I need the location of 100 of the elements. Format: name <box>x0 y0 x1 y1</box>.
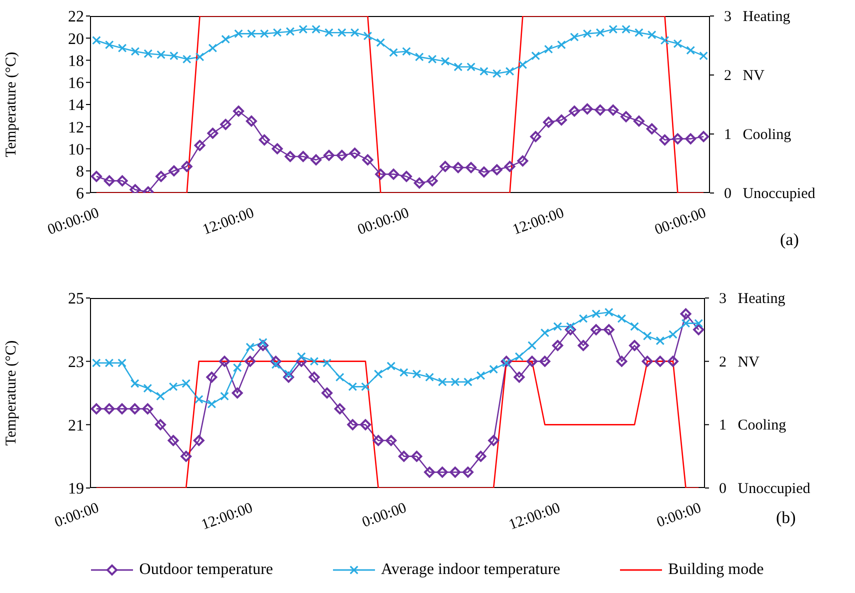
point <box>105 358 114 368</box>
point <box>219 356 230 367</box>
y2-tick-label: 0 Unoccupied <box>719 481 811 497</box>
y2-tick-label: 2 NV <box>719 354 760 370</box>
y2-tick-label: 1 Cooling <box>719 418 787 434</box>
point <box>308 372 320 383</box>
point <box>475 450 486 462</box>
point <box>168 435 179 446</box>
y-tick-label: 21 <box>68 417 84 434</box>
y-tick-label: 14 <box>68 97 84 114</box>
point <box>411 450 422 462</box>
point <box>154 419 166 430</box>
point <box>338 28 346 37</box>
legend-label: Average indoor temperature <box>381 561 560 579</box>
point <box>539 356 550 367</box>
point <box>441 57 450 66</box>
point <box>608 104 619 116</box>
point <box>608 25 618 34</box>
point <box>402 47 411 56</box>
point <box>92 36 101 45</box>
point <box>142 403 154 414</box>
point <box>233 106 244 117</box>
point <box>428 54 436 64</box>
point <box>398 450 410 462</box>
point <box>297 352 306 361</box>
point <box>544 44 553 54</box>
point <box>220 392 229 400</box>
y-tick-label: 19 <box>68 480 84 498</box>
y2-tick-label: 0 Unoccupied <box>724 186 816 202</box>
point <box>221 35 230 44</box>
point <box>284 150 296 162</box>
point <box>247 30 256 38</box>
point <box>130 184 141 193</box>
point <box>629 340 640 351</box>
x-tick-label: 0:00:00 <box>654 500 704 531</box>
point <box>298 150 309 162</box>
point <box>450 466 461 478</box>
point <box>579 314 588 323</box>
point <box>400 170 412 182</box>
point <box>260 30 269 38</box>
point <box>466 62 476 72</box>
point <box>90 403 102 414</box>
point <box>674 39 682 48</box>
point <box>272 143 283 154</box>
point <box>193 435 204 446</box>
point <box>257 340 268 351</box>
point <box>208 400 216 408</box>
point <box>452 162 464 174</box>
point <box>592 310 600 318</box>
point <box>232 388 243 398</box>
point <box>672 133 684 144</box>
point <box>466 162 477 174</box>
point <box>348 382 357 391</box>
point <box>531 52 540 60</box>
point <box>273 28 282 37</box>
point <box>491 164 502 176</box>
point <box>642 356 653 367</box>
point <box>436 466 448 478</box>
point <box>556 114 567 126</box>
y-tick-label: 22 <box>68 8 84 26</box>
point <box>604 308 614 316</box>
y-tick-label: 25 <box>68 290 84 308</box>
point <box>530 131 542 142</box>
point <box>246 116 257 127</box>
point <box>286 27 294 36</box>
point <box>386 362 396 370</box>
point <box>323 150 334 161</box>
point <box>364 32 372 40</box>
y-tick-label: 6 <box>76 186 84 203</box>
point <box>92 358 101 368</box>
text: (a) <box>780 230 799 250</box>
point <box>372 435 384 446</box>
point <box>312 25 320 34</box>
point <box>118 44 126 52</box>
point <box>462 466 474 478</box>
point <box>426 175 438 186</box>
point <box>415 52 424 62</box>
point <box>438 378 447 386</box>
point <box>698 131 710 142</box>
point <box>144 49 152 58</box>
point <box>296 356 307 367</box>
point <box>526 356 538 367</box>
point <box>506 67 514 76</box>
point <box>489 365 498 374</box>
point <box>648 30 656 40</box>
point <box>233 363 242 372</box>
point <box>450 378 460 386</box>
y2-tick-label: 3 Heating <box>719 291 786 307</box>
point <box>169 382 178 391</box>
point <box>156 392 165 400</box>
legend-label: Building mode <box>668 561 764 579</box>
point <box>349 148 360 159</box>
y2-tick-label: 1 Cooling <box>724 127 792 143</box>
point <box>500 356 512 367</box>
point <box>336 372 344 382</box>
point <box>454 62 462 72</box>
point <box>105 40 114 49</box>
point <box>540 328 550 338</box>
point <box>347 419 358 430</box>
point <box>515 352 524 361</box>
